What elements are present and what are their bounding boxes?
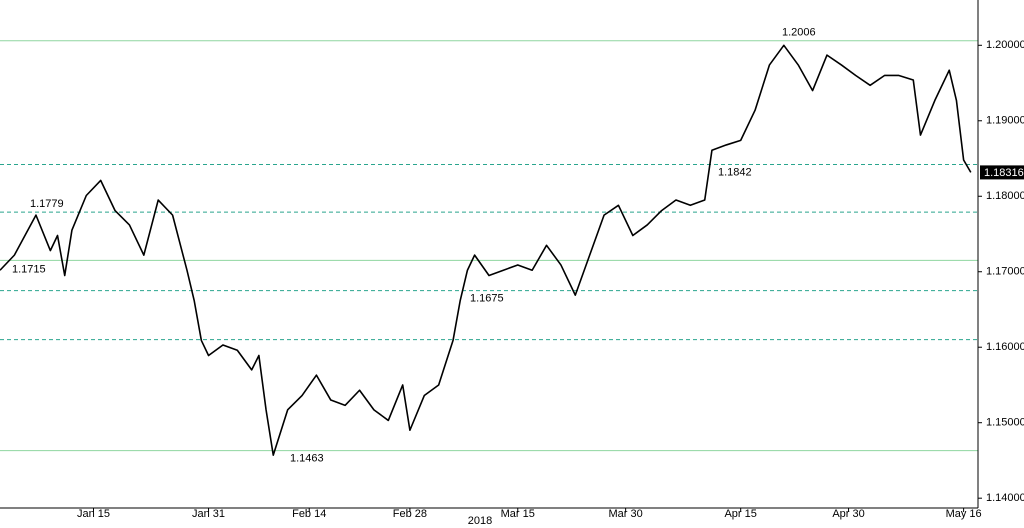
- y-tick-label: 1.14000: [986, 492, 1024, 504]
- reference-lines: 1.2006 1.1842 1.1779 1.1715 1.1675 1.1463: [0, 27, 978, 465]
- y-tick-label: 1.19000: [986, 115, 1024, 127]
- x-tick-label: Apr 30: [832, 508, 864, 520]
- y-tick-label: 1.15000: [986, 417, 1024, 429]
- y-tick-label: 1.20000: [986, 39, 1024, 51]
- x-tick-label: Feb 14: [292, 508, 326, 520]
- price-line: [0, 44, 972, 456]
- y-tick-label: 1.18000: [986, 190, 1024, 202]
- x-tick-label: Jan 15: [77, 508, 110, 520]
- x-tick-label: Apr 15: [724, 508, 756, 520]
- y-tick-label: 1.17000: [986, 266, 1024, 278]
- reference-label: 1.2006: [782, 27, 816, 39]
- x-tick-label: Jan 31: [192, 508, 225, 520]
- x-tick-label: Mar 30: [609, 508, 643, 520]
- x-tick-label: Mar 15: [501, 508, 535, 520]
- x-tick-label: May 16: [946, 508, 982, 520]
- x-tick-label: Feb 28: [393, 508, 427, 520]
- reference-label: 1.1715: [12, 263, 46, 275]
- plot-area: [0, 44, 972, 456]
- reference-label: 1.1779: [30, 198, 64, 210]
- reference-label: 1.1463: [290, 453, 324, 465]
- x-axis-year: 2018: [468, 515, 492, 527]
- last-price-tag: [980, 165, 1024, 180]
- reference-label: 1.1842: [718, 166, 752, 178]
- reference-label: 1.1675: [470, 293, 504, 305]
- y-tick-label: 1.16000: [986, 341, 1024, 353]
- last-price-label: 1.18316: [984, 167, 1024, 179]
